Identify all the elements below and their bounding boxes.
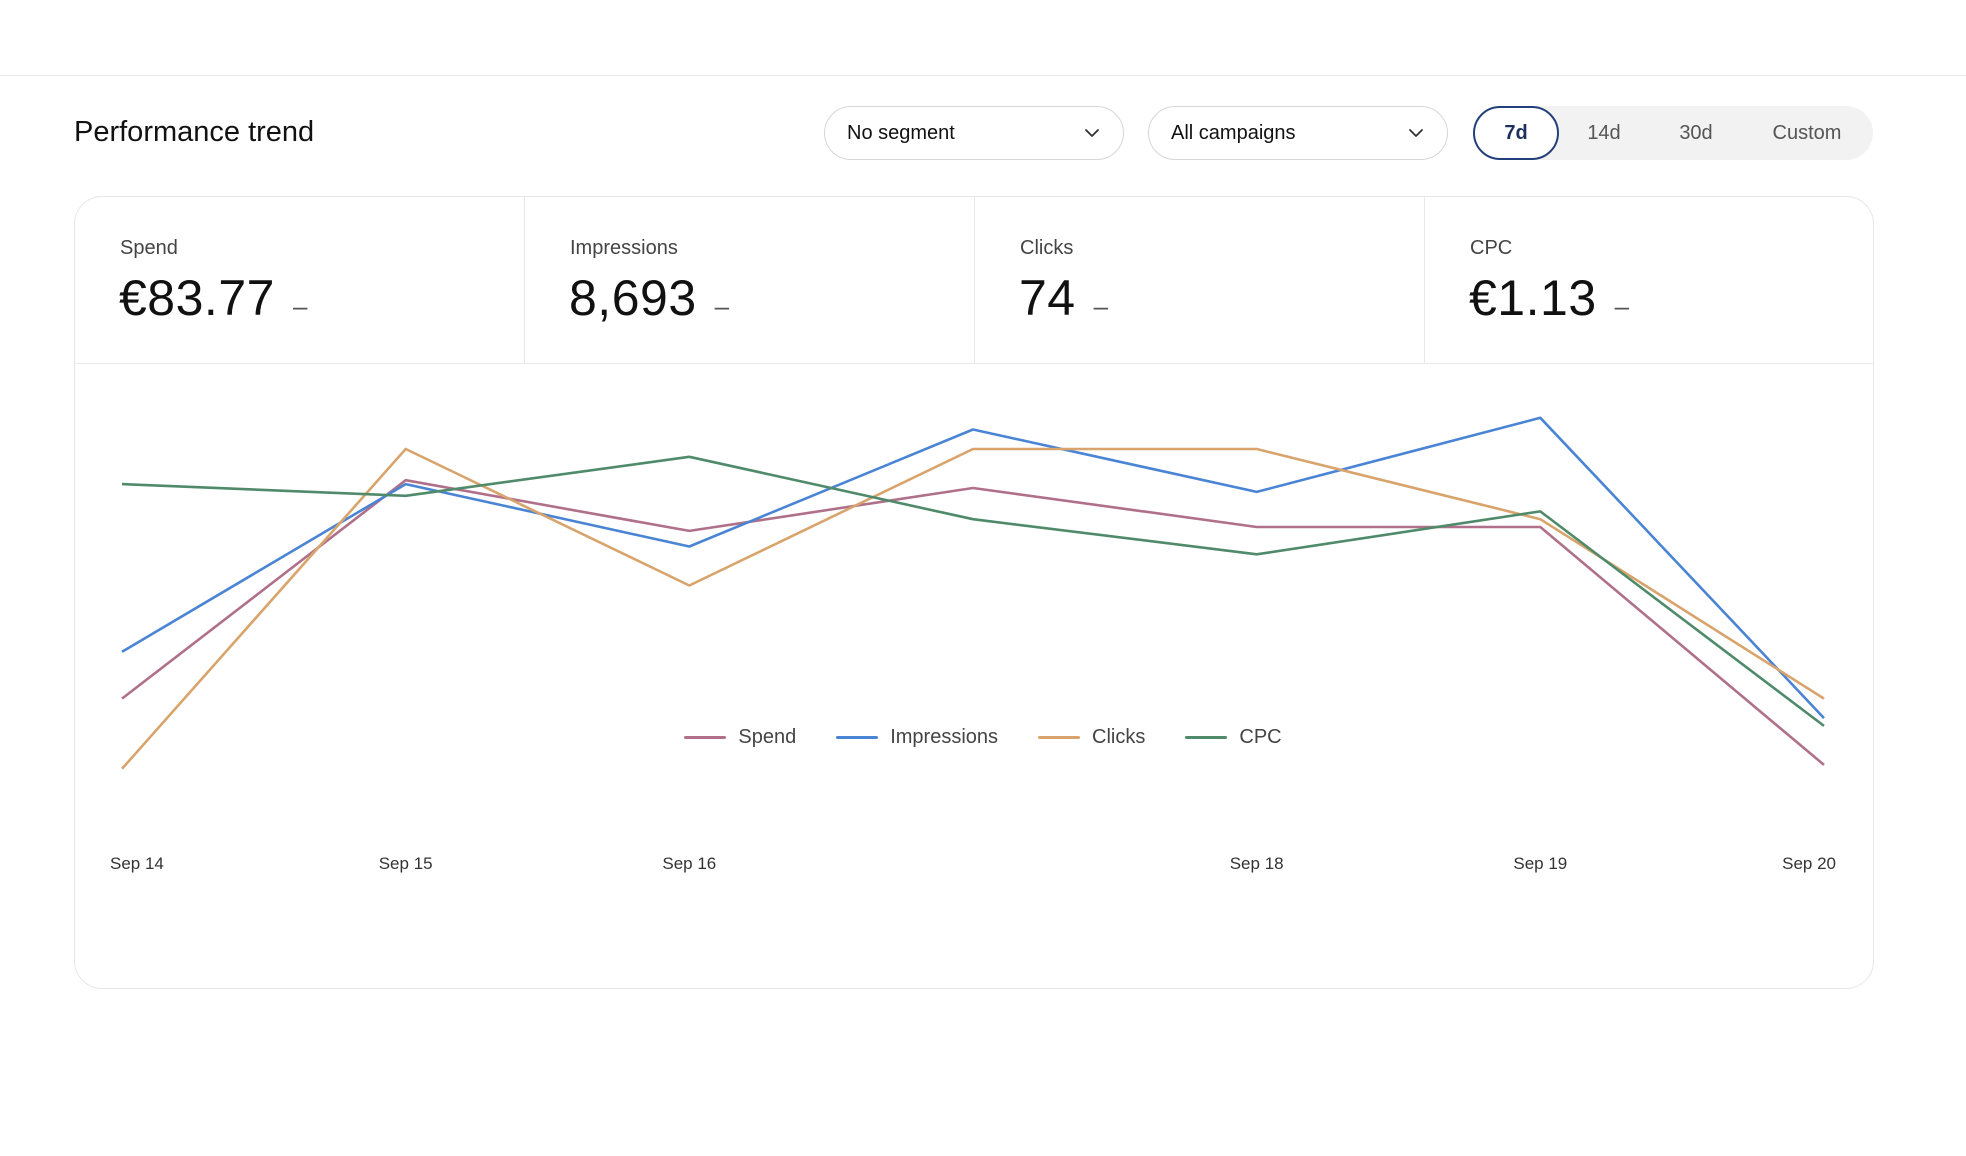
x-tick-label: Sep 14 bbox=[110, 854, 164, 873]
legend-item-cpc[interactable]: CPC bbox=[1185, 725, 1282, 749]
campaign-select[interactable]: All campaigns bbox=[1148, 106, 1448, 160]
x-tick-label: Sep 20 bbox=[1782, 854, 1836, 873]
legend-item-spend[interactable]: Spend bbox=[684, 726, 796, 749]
chevron-down-icon bbox=[1409, 129, 1423, 137]
kpi-delta: – bbox=[292, 291, 308, 321]
kpi-spend: Spend €83.77 – bbox=[75, 197, 525, 364]
tab-7d[interactable]: 7d bbox=[1473, 106, 1559, 160]
legend-label: Clicks bbox=[1092, 725, 1146, 748]
campaign-select-value: All campaigns bbox=[1171, 121, 1296, 144]
kpi-delta: – bbox=[714, 291, 730, 321]
chevron-down-icon bbox=[1085, 129, 1099, 137]
tab-14d[interactable]: 14d bbox=[1587, 121, 1621, 144]
top-bar bbox=[0, 0, 1966, 76]
kpi-value-wrap: 8,693 – bbox=[569, 269, 730, 327]
tab-30d[interactable]: 30d bbox=[1679, 121, 1713, 144]
legend-label: Spend bbox=[738, 725, 797, 748]
legend-item-impressions[interactable]: Impressions bbox=[836, 726, 998, 749]
kpi-impressions: Impressions 8,693 – bbox=[525, 197, 975, 364]
segment-select-value: No segment bbox=[847, 121, 955, 144]
header-row: Performance trend No segment All campaig… bbox=[0, 76, 1966, 192]
kpi-value-wrap: 74 – bbox=[1019, 269, 1109, 327]
kpi-value-wrap: €1.13 – bbox=[1469, 269, 1630, 327]
series-line-spend bbox=[121, 478, 1825, 766]
series-line-clicks bbox=[121, 447, 1825, 770]
x-tick-label: Sep 16 bbox=[662, 854, 716, 873]
legend-swatch bbox=[1038, 735, 1081, 739]
x-tick-label: Sep 15 bbox=[379, 854, 433, 873]
kpi-label: Spend bbox=[120, 237, 178, 259]
kpi-label: Impressions bbox=[570, 237, 678, 259]
page-title: Performance trend bbox=[74, 116, 315, 148]
legend-label: Impressions bbox=[890, 725, 999, 748]
legend-swatch bbox=[1185, 735, 1228, 739]
kpi-value: €1.13 bbox=[1469, 270, 1597, 326]
x-tick-label: Sep 19 bbox=[1513, 854, 1567, 873]
kpi-delta: – bbox=[1614, 291, 1630, 321]
kpi-value-wrap: €83.77 – bbox=[119, 269, 308, 327]
legend-item-clicks[interactable]: Clicks bbox=[1038, 726, 1145, 749]
series-line-cpc bbox=[121, 455, 1825, 727]
series-line-impressions bbox=[121, 416, 1825, 719]
kpi-value: 8,693 bbox=[569, 270, 697, 326]
kpi-label: CPC bbox=[1470, 237, 1513, 259]
kpi-value: 74 bbox=[1019, 270, 1076, 326]
legend-swatch bbox=[684, 735, 727, 739]
performance-line-chart: Sep 14 Sep 15 Sep 16 Sep 18 Sep 19 Sep 20 bbox=[110, 416, 1836, 873]
x-tick-label: Sep 18 bbox=[1230, 854, 1284, 873]
legend-label: CPC bbox=[1239, 725, 1282, 748]
date-range-tabs: 7d 14d 30d Custom bbox=[1473, 106, 1873, 160]
kpi-value: €83.77 bbox=[119, 270, 275, 326]
kpi-delta: – bbox=[1093, 291, 1109, 321]
kpi-row: Spend €83.77 – Impressions 8,693 – Click… bbox=[75, 197, 1873, 364]
chart-legend: Spend Impressions Clicks CPC bbox=[0, 722, 1966, 752]
segment-select[interactable]: No segment bbox=[824, 106, 1124, 160]
tab-custom[interactable]: Custom bbox=[1772, 121, 1842, 144]
kpi-clicks: Clicks 74 – bbox=[975, 197, 1425, 364]
legend-swatch bbox=[836, 735, 879, 739]
kpi-cpc: CPC €1.13 – bbox=[1425, 197, 1873, 364]
kpi-label: Clicks bbox=[1020, 237, 1074, 259]
performance-card: Spend €83.77 – Impressions 8,693 – Click… bbox=[74, 196, 1874, 989]
